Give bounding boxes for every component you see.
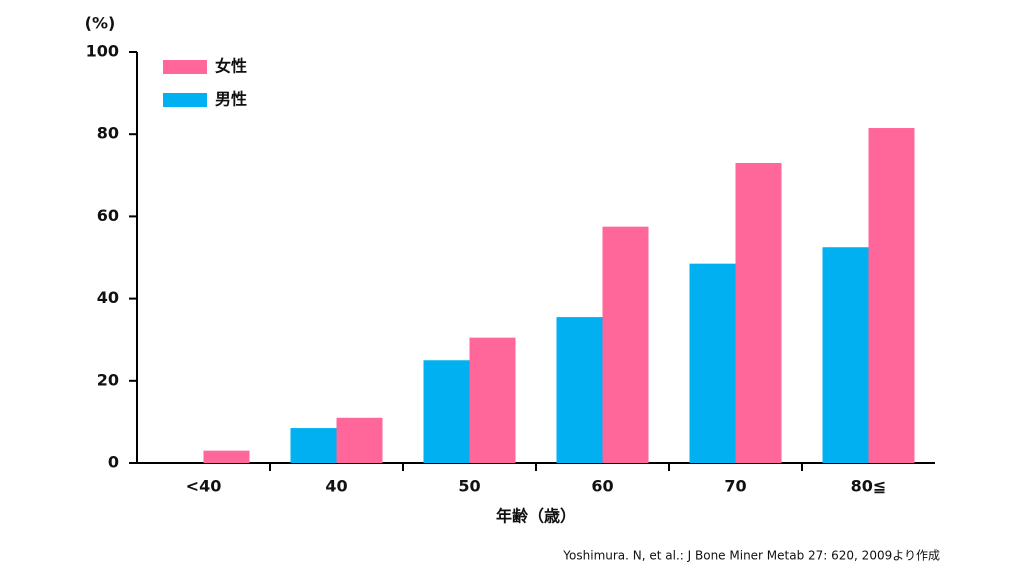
x-tick-label: 60	[591, 477, 613, 496]
y-tick-label: 100	[86, 42, 119, 61]
y-unit: (%)	[85, 14, 116, 33]
x-tick-label: <40	[186, 477, 222, 496]
bar	[290, 428, 337, 463]
y-tick-label: 80	[97, 124, 119, 143]
x-tick-label: 40	[325, 477, 347, 496]
bar	[423, 360, 470, 463]
x-tick-label: 70	[724, 477, 746, 496]
y-tick-label: 0	[108, 453, 119, 472]
y-tick-label: 20	[97, 370, 119, 389]
y-tick-label: 60	[97, 206, 119, 225]
bar	[868, 128, 915, 463]
source-note: Yoshimura. N, et al.: J Bone Miner Metab…	[562, 549, 940, 563]
x-axis-label: 年齢（歳）	[496, 507, 576, 526]
bar	[735, 162, 782, 463]
bar	[203, 450, 250, 463]
legend-swatch	[163, 93, 207, 107]
bar	[469, 337, 516, 463]
bar	[689, 263, 736, 463]
bar	[602, 226, 649, 463]
legend-label: 女性	[215, 57, 247, 76]
bar	[822, 247, 869, 463]
y-tick-label: 40	[97, 288, 119, 307]
bar	[336, 417, 383, 463]
legend-swatch	[163, 60, 207, 74]
x-tick-label: 80≦	[851, 477, 887, 496]
x-tick-label: 50	[458, 477, 480, 496]
bar	[556, 317, 603, 463]
legend-label: 男性	[215, 90, 247, 109]
